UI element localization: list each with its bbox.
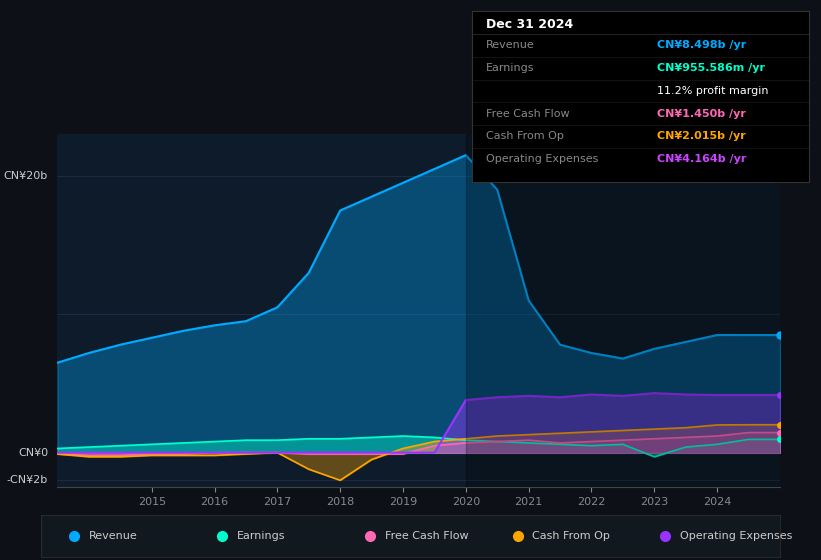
Text: Free Cash Flow: Free Cash Flow: [485, 109, 569, 119]
Text: Cash From Op: Cash From Op: [485, 132, 563, 142]
Text: Cash From Op: Cash From Op: [532, 531, 610, 541]
Text: CN¥955.586m /yr: CN¥955.586m /yr: [658, 63, 765, 73]
Text: Revenue: Revenue: [485, 40, 534, 50]
Text: Free Cash Flow: Free Cash Flow: [384, 531, 468, 541]
Text: Earnings: Earnings: [237, 531, 286, 541]
Text: 11.2% profit margin: 11.2% profit margin: [658, 86, 768, 96]
Text: CN¥8.498b /yr: CN¥8.498b /yr: [658, 40, 746, 50]
Text: CN¥1.450b /yr: CN¥1.450b /yr: [658, 109, 746, 119]
Text: -CN¥2b: -CN¥2b: [7, 475, 48, 486]
Text: Earnings: Earnings: [485, 63, 534, 73]
Text: Operating Expenses: Operating Expenses: [681, 531, 792, 541]
Text: CN¥20b: CN¥20b: [4, 171, 48, 181]
Text: CN¥0: CN¥0: [18, 447, 48, 458]
Text: Revenue: Revenue: [89, 531, 138, 541]
Text: Operating Expenses: Operating Expenses: [485, 154, 598, 164]
Text: CN¥4.164b /yr: CN¥4.164b /yr: [658, 154, 746, 164]
Text: CN¥2.015b /yr: CN¥2.015b /yr: [658, 132, 746, 142]
Bar: [466, 134, 787, 487]
Text: Dec 31 2024: Dec 31 2024: [485, 18, 573, 31]
